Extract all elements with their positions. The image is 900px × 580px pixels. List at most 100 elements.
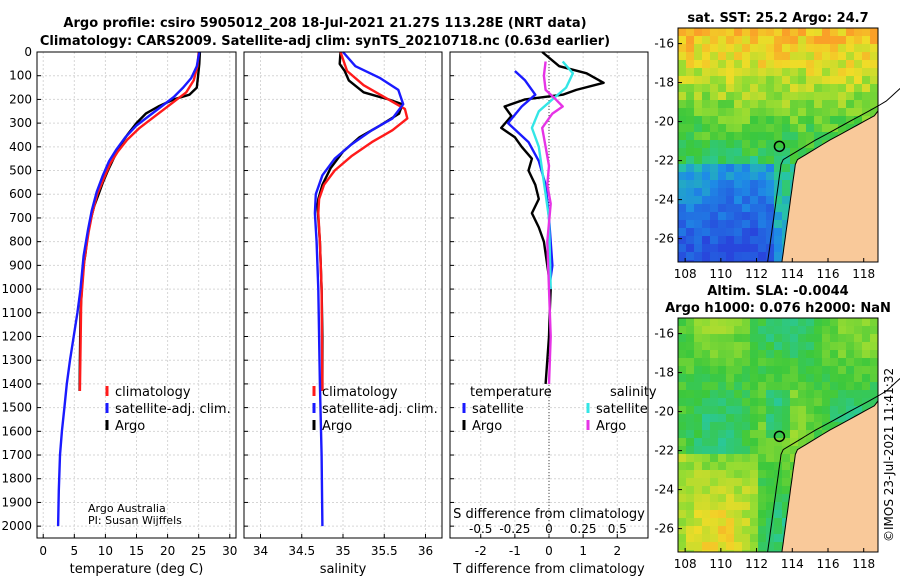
map-cell [694, 236, 702, 244]
map-cell [854, 44, 862, 52]
map-cell [822, 100, 830, 108]
map-cell [734, 140, 742, 148]
map-cell [822, 116, 830, 124]
map-cell [710, 28, 718, 36]
map-cell [750, 244, 758, 252]
map-cell [830, 398, 838, 406]
map-cell [750, 382, 758, 390]
map-cell [726, 326, 734, 334]
map-cell [694, 438, 702, 446]
map-cell [782, 156, 790, 164]
map-cell [774, 446, 782, 454]
map-cell [774, 244, 782, 252]
map-cell [710, 342, 718, 350]
map-cell [734, 534, 742, 542]
map-cell [734, 68, 742, 76]
map-cell [782, 390, 790, 398]
map-cell [814, 44, 822, 52]
map-cell [726, 172, 734, 180]
map-cell [790, 430, 798, 438]
map-cell [774, 318, 782, 326]
map-cell [710, 60, 718, 68]
map-cell [702, 534, 710, 542]
map-cell [718, 446, 726, 454]
map-cell [718, 350, 726, 358]
map-cell [702, 84, 710, 92]
map-cell [694, 132, 702, 140]
map-cell [678, 244, 686, 252]
map-cell [830, 342, 838, 350]
map-cell [822, 334, 830, 342]
map-cell [758, 422, 766, 430]
map-cell [750, 350, 758, 358]
map-cell [814, 28, 822, 36]
map-cell [742, 334, 750, 342]
map-cell [854, 60, 862, 68]
map-cell [750, 470, 758, 478]
map-cell [718, 342, 726, 350]
map-cell [726, 28, 734, 36]
map-cell [678, 542, 686, 550]
map-cell [782, 180, 790, 188]
map-cell [798, 124, 806, 132]
map-cell [710, 454, 718, 462]
map-cell [718, 100, 726, 108]
map-cell [870, 358, 878, 366]
map-cell [702, 414, 710, 422]
map-x-tick-label: 108 [674, 557, 697, 571]
map-cell [758, 510, 766, 518]
map-cell [742, 550, 750, 552]
map-cell [694, 52, 702, 60]
map-cell [806, 342, 814, 350]
map-cell [702, 366, 710, 374]
map-cell [742, 236, 750, 244]
map-cell [822, 28, 830, 36]
map-cell [726, 140, 734, 148]
map-cell [742, 84, 750, 92]
map-cell [686, 358, 694, 366]
map-cell [766, 212, 774, 220]
map-cell [830, 28, 838, 36]
map-x-tick-label: 112 [745, 557, 768, 571]
map-cell [814, 100, 822, 108]
x-tick-label: 15 [129, 544, 144, 558]
map-cell [678, 390, 686, 398]
map-cell [806, 358, 814, 366]
map-cell [782, 334, 790, 342]
map-cell [782, 28, 790, 36]
map-cell [838, 334, 846, 342]
map-cell [750, 260, 758, 262]
map-cell [678, 342, 686, 350]
map-cell [750, 374, 758, 382]
map-cell [694, 228, 702, 236]
map-cell [750, 84, 758, 92]
map-cell [862, 334, 870, 342]
map-cell [790, 334, 798, 342]
map-cell [774, 422, 782, 430]
map-cell [830, 358, 838, 366]
map-cell [782, 124, 790, 132]
map-cell [702, 164, 710, 172]
y-tick-label: 1800 [1, 472, 32, 486]
map-cell [686, 260, 694, 262]
map-cell [734, 382, 742, 390]
map-cell [710, 252, 718, 260]
legend-title-temperature: temperature [470, 385, 552, 400]
map-cell [798, 398, 806, 406]
map-cell [686, 542, 694, 550]
map-cell [774, 156, 782, 164]
map-cell [790, 52, 798, 60]
map-cell [718, 470, 726, 478]
map-cell [766, 228, 774, 236]
map-cell [694, 76, 702, 84]
map-cell [782, 462, 790, 470]
map-cell [758, 318, 766, 326]
map-cell [702, 148, 710, 156]
map-cell [782, 350, 790, 358]
map-cell [710, 84, 718, 92]
map-cell [846, 124, 854, 132]
map-cell [766, 76, 774, 84]
map-cell [774, 252, 782, 260]
map-cell [806, 52, 814, 60]
map-cell [678, 60, 686, 68]
